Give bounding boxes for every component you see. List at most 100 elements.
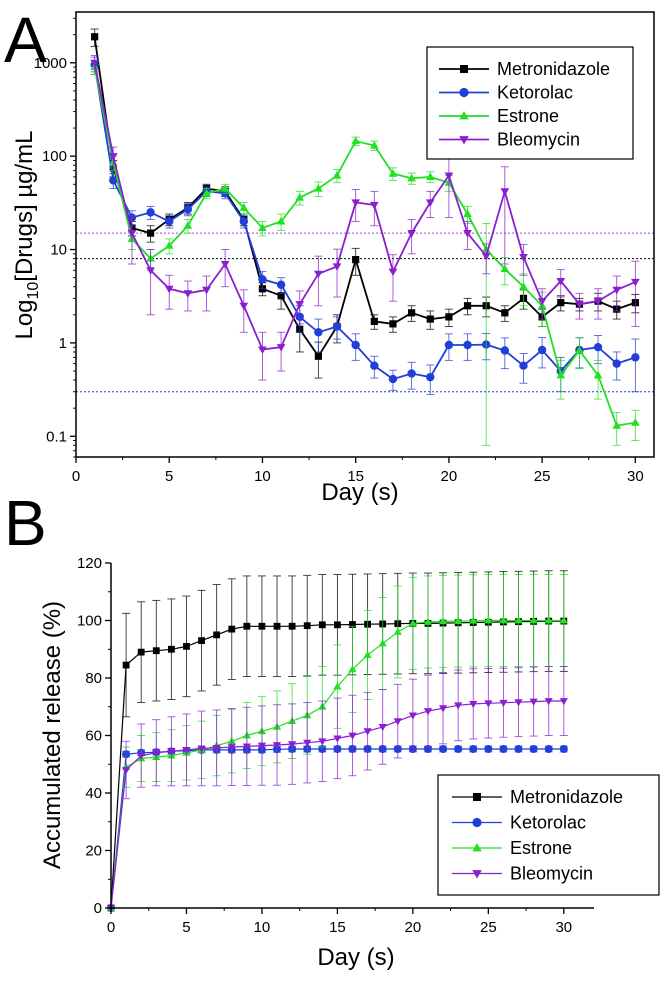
a-point-bleomycin: [556, 277, 566, 286]
a-point-estrone: [314, 184, 323, 192]
panel-b: B 0 5 10 15 20 25 30 0 20 40 60 80 100 120 Day (s) Ac…: [4, 487, 660, 971]
b-legend-marker-bleomycin: [472, 870, 482, 879]
a-point-metronidazole: [389, 320, 397, 328]
b-point-bleomycin: [137, 752, 146, 760]
a-point-bleomycin: [500, 188, 510, 196]
b-point-estrone: [454, 616, 463, 624]
a-point-bleomycin: [258, 346, 267, 355]
b-point-metronidazole: [137, 648, 145, 656]
a-point-bleomycin: [239, 302, 249, 311]
a-point-bleomycin: [276, 344, 286, 352]
b-point-estrone: [378, 639, 387, 647]
b-point-metronidazole: [288, 622, 296, 630]
a-point-estrone: [500, 264, 510, 272]
b-point-estrone: [393, 627, 402, 635]
a-point-ketorolac: [500, 346, 510, 355]
a-y-tick-label: 0.1: [46, 428, 67, 445]
a-legend-label-estrone: Estrone: [497, 106, 559, 126]
b-point-metronidazole: [198, 637, 205, 645]
a-point-ketorolac: [183, 205, 193, 214]
a-point-ketorolac: [593, 342, 603, 352]
a-legend-marker-bleomycin: [459, 136, 469, 145]
b-point-metronidazole: [258, 622, 266, 630]
a-point-ketorolac: [258, 275, 267, 284]
panel-b-label: B: [4, 487, 47, 559]
a-point-ketorolac: [332, 322, 342, 331]
b-point-ketorolac: [439, 745, 448, 754]
b-point-ketorolac: [454, 745, 463, 754]
a-y-tick-label: 10: [50, 242, 67, 259]
b-point-metronidazole: [167, 645, 175, 653]
b-point-estrone: [469, 616, 478, 624]
a-point-estrone: [220, 184, 230, 192]
b-point-metronidazole: [213, 631, 221, 639]
b-point-bleomycin: [363, 728, 372, 736]
b-legend-label-estrone: Estrone: [510, 838, 572, 858]
a-point-ketorolac: [109, 176, 118, 185]
b-point-metronidazole: [303, 622, 311, 630]
a-x-tick-label: 10: [254, 468, 271, 485]
b-point-bleomycin: [454, 702, 463, 710]
a-point-bleomycin: [146, 267, 155, 275]
a-point-ketorolac: [146, 208, 155, 217]
b-legend-label-metronidazole: Metronidazole: [510, 787, 623, 807]
a-legend-marker-estrone: [459, 111, 469, 120]
b-point-bleomycin: [257, 742, 267, 750]
panel-a-label: A: [4, 4, 47, 76]
b-point-estrone: [484, 616, 493, 624]
a-point-metronidazole: [91, 33, 99, 41]
b-point-bleomycin: [438, 705, 448, 713]
a-errorbar: [556, 359, 565, 400]
b-point-bleomycin: [423, 708, 433, 716]
a-x-tick-label: 20: [441, 468, 458, 485]
b-point-bleomycin: [499, 699, 508, 707]
b-point-bleomycin: [318, 738, 327, 746]
a-point-bleomycin: [314, 270, 323, 279]
a-point-metronidazole: [445, 313, 453, 321]
panel-b-data: [106, 570, 568, 913]
a-point-bleomycin: [388, 268, 398, 277]
a-legend-label-ketorolac: Ketorolac: [497, 83, 573, 103]
a-series-bleomycin: [90, 54, 640, 381]
a-point-estrone: [164, 241, 174, 249]
b-y-tick-label: 40: [85, 785, 102, 802]
panel-a-axes: 0 5 10 15 20 25 30 0.1 1 10 100 1000: [34, 17, 644, 485]
a-series-line-bleomycin: [93, 62, 636, 351]
a-point-ketorolac: [444, 340, 454, 350]
a-point-bleomycin: [481, 253, 491, 261]
panel-a-data: [90, 28, 640, 446]
a-point-bleomycin: [127, 230, 137, 238]
a-point-estrone: [575, 345, 584, 354]
a-errorbar: [333, 248, 342, 298]
a-point-bleomycin: [164, 285, 174, 294]
a-point-ketorolac: [276, 280, 286, 289]
a-point-ketorolac: [239, 217, 249, 226]
b-point-estrone: [423, 617, 433, 625]
a-legend-marker-ketorolac: [459, 87, 469, 98]
a-point-ketorolac: [519, 361, 528, 370]
b-x-tick-label: 20: [405, 919, 422, 936]
b-point-bleomycin: [182, 746, 191, 755]
b-point-estrone: [499, 616, 508, 624]
a-point-bleomycin: [351, 199, 360, 207]
a-point-ketorolac: [314, 328, 323, 337]
b-point-bleomycin: [408, 712, 417, 720]
a-point-bleomycin: [332, 263, 342, 271]
a-point-bleomycin: [90, 59, 99, 68]
b-point-estrone: [363, 650, 372, 658]
b-point-estrone: [438, 617, 448, 625]
b-point-bleomycin: [348, 732, 357, 740]
a-x-tick-label: 15: [347, 468, 364, 485]
b-point-bleomycin: [212, 744, 221, 753]
b-point-metronidazole: [349, 621, 356, 628]
a-point-estrone: [370, 141, 379, 149]
a-point-ketorolac: [407, 369, 416, 378]
a-errorbar: [388, 254, 397, 302]
a-series-estrone: [90, 60, 640, 446]
b-point-bleomycin: [378, 723, 387, 732]
a-point-metronidazole: [352, 256, 360, 264]
b-point-metronidazole: [122, 661, 130, 669]
a-point-bleomycin: [519, 254, 528, 262]
panel-b-x-axis-label: Day (s): [317, 944, 394, 971]
